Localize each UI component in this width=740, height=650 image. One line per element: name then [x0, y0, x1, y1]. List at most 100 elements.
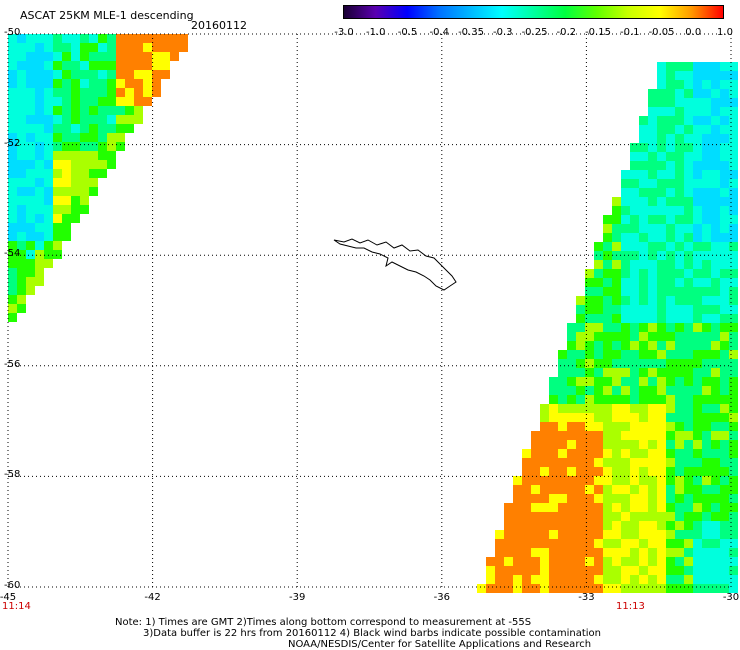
colorbar-tick-label: -0.4 — [429, 27, 450, 38]
wind-cell — [720, 89, 729, 98]
wind-cell — [558, 476, 567, 485]
wind-cell — [711, 368, 720, 377]
wind-cell — [612, 566, 621, 575]
wind-cell — [639, 413, 648, 422]
wind-cell — [8, 304, 17, 313]
wind-cell — [693, 242, 702, 251]
wind-cell — [44, 187, 53, 196]
wind-cell — [657, 206, 666, 215]
wind-cell — [44, 61, 53, 70]
wind-cell — [540, 440, 549, 449]
wind-cell — [71, 88, 80, 97]
wind-cell — [531, 449, 540, 458]
wind-cell — [729, 341, 738, 350]
wind-cell — [594, 458, 603, 467]
wind-cell — [44, 133, 53, 142]
wind-cell — [8, 223, 17, 232]
wind-cell — [62, 34, 71, 43]
wind-cell — [107, 43, 116, 52]
wind-cell — [720, 80, 729, 89]
wind-cell — [35, 97, 44, 106]
wind-cell — [666, 422, 675, 431]
wind-cell — [26, 52, 35, 61]
wind-cell — [639, 350, 648, 359]
wind-cell — [98, 169, 107, 178]
wind-cell — [531, 467, 540, 476]
wind-cell — [675, 125, 684, 134]
wind-cell — [630, 287, 639, 296]
wind-cell — [576, 386, 585, 395]
wind-cell — [522, 584, 531, 593]
wind-cell — [594, 539, 603, 548]
wind-cell — [53, 61, 62, 70]
wind-cell — [612, 224, 621, 233]
wind-cell — [630, 206, 639, 215]
wind-cell — [702, 575, 711, 584]
wind-cell — [134, 43, 143, 52]
wind-cell — [630, 503, 639, 512]
wind-cell — [684, 395, 693, 404]
wind-cell — [630, 494, 639, 503]
wind-cell — [143, 79, 152, 88]
wind-cell — [684, 98, 693, 107]
wind-cell — [125, 124, 134, 133]
wind-cell — [684, 143, 693, 152]
wind-cell — [540, 521, 549, 530]
wind-cell — [675, 251, 684, 260]
wind-cell — [702, 188, 711, 197]
wind-cell — [666, 503, 675, 512]
wind-cell — [594, 449, 603, 458]
wind-cell — [621, 422, 630, 431]
wind-cell — [648, 125, 657, 134]
wind-cell — [657, 224, 666, 233]
wind-cell — [657, 368, 666, 377]
wind-cell — [648, 377, 657, 386]
longitude-label: -45 — [0, 592, 17, 603]
wind-cell — [53, 124, 62, 133]
wind-cell — [657, 116, 666, 125]
wind-cell — [702, 386, 711, 395]
wind-cell — [621, 305, 630, 314]
wind-cell — [666, 323, 675, 332]
wind-cell — [486, 584, 495, 593]
wind-cell — [62, 169, 71, 178]
wind-cell — [125, 115, 134, 124]
wind-cell — [8, 151, 17, 160]
wind-cell — [711, 359, 720, 368]
wind-cell — [711, 125, 720, 134]
wind-cell — [567, 386, 576, 395]
wind-cell — [684, 539, 693, 548]
wind-cell — [657, 395, 666, 404]
wind-cell — [639, 260, 648, 269]
wind-cell — [702, 71, 711, 80]
colorbar-tick-label: 0.0 — [685, 27, 702, 38]
wind-cell — [648, 575, 657, 584]
wind-cell — [35, 187, 44, 196]
wind-cell — [639, 368, 648, 377]
wind-cell — [17, 160, 26, 169]
wind-cell — [62, 196, 71, 205]
wind-cell — [522, 566, 531, 575]
wind-cell — [35, 124, 44, 133]
wind-cell — [8, 115, 17, 124]
wind-cell — [648, 530, 657, 539]
wind-cell — [630, 233, 639, 242]
wind-cell — [549, 413, 558, 422]
wind-cell — [648, 476, 657, 485]
wind-cell — [729, 71, 738, 80]
wind-cell — [549, 377, 558, 386]
wind-cell — [26, 286, 35, 295]
wind-cell — [585, 368, 594, 377]
wind-cell — [639, 575, 648, 584]
wind-cell — [639, 395, 648, 404]
wind-cell — [729, 296, 738, 305]
wind-cell — [71, 160, 80, 169]
wind-cell — [666, 233, 675, 242]
wind-cell — [80, 97, 89, 106]
wind-cell — [630, 215, 639, 224]
wind-cell — [693, 467, 702, 476]
wind-cell — [594, 341, 603, 350]
wind-cell — [693, 368, 702, 377]
wind-cell — [71, 115, 80, 124]
wind-cell — [702, 206, 711, 215]
